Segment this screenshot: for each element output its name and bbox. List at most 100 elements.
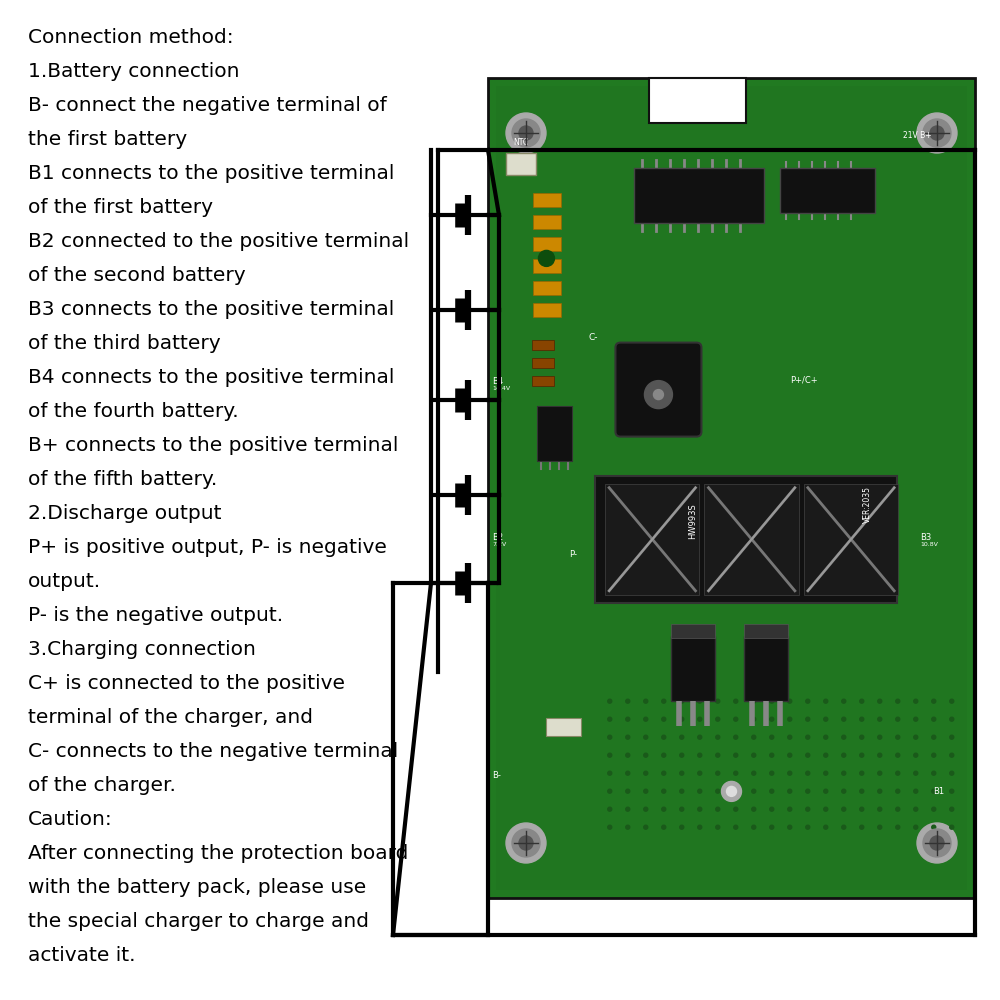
Circle shape [716, 699, 720, 703]
Circle shape [932, 699, 936, 703]
Circle shape [662, 717, 666, 721]
Circle shape [930, 836, 944, 850]
Circle shape [608, 717, 612, 721]
Circle shape [698, 825, 702, 829]
Text: of the fifth battery.: of the fifth battery. [28, 470, 217, 489]
Circle shape [734, 699, 738, 703]
Circle shape [788, 717, 792, 721]
Circle shape [698, 789, 702, 793]
Circle shape [752, 771, 756, 775]
Circle shape [950, 789, 954, 793]
Text: VER:2035: VER:2035 [863, 486, 872, 523]
Text: 7.2V: 7.2V [492, 542, 506, 547]
Text: B3 connects to the positive terminal: B3 connects to the positive terminal [28, 300, 394, 319]
Circle shape [878, 753, 882, 757]
Text: 21V B+: 21V B+ [903, 131, 931, 140]
Circle shape [860, 789, 864, 793]
Circle shape [824, 717, 828, 721]
Circle shape [662, 807, 666, 811]
Bar [506, 153, 536, 175]
Circle shape [512, 119, 540, 147]
Circle shape [806, 699, 810, 703]
Circle shape [770, 771, 774, 775]
Bar [671, 624, 715, 638]
Circle shape [806, 771, 810, 775]
Circle shape [626, 699, 630, 703]
Text: B1: B1 [933, 787, 944, 796]
Bar [704, 484, 799, 595]
Circle shape [788, 771, 792, 775]
Text: 2.Discharge output: 2.Discharge output [28, 504, 222, 523]
Circle shape [824, 807, 828, 811]
Circle shape [788, 789, 792, 793]
Circle shape [824, 825, 828, 829]
Circle shape [896, 699, 900, 703]
Circle shape [932, 789, 936, 793]
Circle shape [698, 699, 702, 703]
Circle shape [662, 825, 666, 829]
Circle shape [644, 753, 648, 757]
Text: B4 connects to the positive terminal: B4 connects to the positive terminal [28, 368, 394, 387]
Text: 14.4V: 14.4V [492, 386, 510, 391]
Circle shape [860, 717, 864, 721]
Bar [488, 78, 975, 898]
Circle shape [662, 771, 666, 775]
Circle shape [878, 735, 882, 739]
Text: output.: output. [28, 572, 101, 591]
Bar [532, 376, 554, 386]
Circle shape [806, 717, 810, 721]
Bar [533, 259, 561, 273]
Circle shape [806, 825, 810, 829]
Circle shape [662, 789, 666, 793]
Text: B- connect the negative terminal of: B- connect the negative terminal of [28, 96, 387, 115]
Circle shape [842, 825, 846, 829]
Text: B1 connects to the positive terminal: B1 connects to the positive terminal [28, 164, 394, 183]
Circle shape [626, 789, 630, 793]
Circle shape [806, 789, 810, 793]
Circle shape [626, 753, 630, 757]
Circle shape [752, 699, 756, 703]
Circle shape [506, 113, 546, 153]
Circle shape [932, 771, 936, 775]
Circle shape [734, 753, 738, 757]
Circle shape [824, 735, 828, 739]
Circle shape [608, 807, 612, 811]
Circle shape [878, 789, 882, 793]
Circle shape [932, 807, 936, 811]
Bar [533, 193, 561, 207]
Circle shape [644, 807, 648, 811]
Circle shape [788, 699, 792, 703]
Circle shape [770, 789, 774, 793]
Text: with the battery pack, please use: with the battery pack, please use [28, 878, 366, 897]
Circle shape [644, 717, 648, 721]
Circle shape [932, 753, 936, 757]
Circle shape [932, 825, 936, 829]
Circle shape [752, 825, 756, 829]
Circle shape [680, 789, 684, 793]
Text: the first battery: the first battery [28, 130, 187, 149]
Text: of the charger.: of the charger. [28, 776, 176, 795]
Text: B2 connected to the positive terminal: B2 connected to the positive terminal [28, 232, 409, 251]
Circle shape [914, 825, 918, 829]
Circle shape [923, 119, 951, 147]
Circle shape [788, 825, 792, 829]
Circle shape [842, 789, 846, 793]
Circle shape [896, 807, 900, 811]
Circle shape [896, 717, 900, 721]
Text: NTC: NTC [513, 138, 529, 147]
Circle shape [824, 753, 828, 757]
Circle shape [644, 735, 648, 739]
Text: 3.Charging connection: 3.Charging connection [28, 640, 256, 659]
Bar [533, 281, 561, 295]
Circle shape [842, 699, 846, 703]
Text: 10.8V: 10.8V [920, 542, 938, 547]
Text: the special charger to charge and: the special charger to charge and [28, 912, 369, 931]
Circle shape [917, 113, 957, 153]
Bar [804, 484, 898, 595]
Circle shape [662, 699, 666, 703]
Circle shape [770, 735, 774, 739]
Circle shape [626, 717, 630, 721]
Circle shape [950, 825, 954, 829]
Circle shape [734, 717, 738, 721]
Text: HW993S: HW993S [688, 503, 697, 539]
